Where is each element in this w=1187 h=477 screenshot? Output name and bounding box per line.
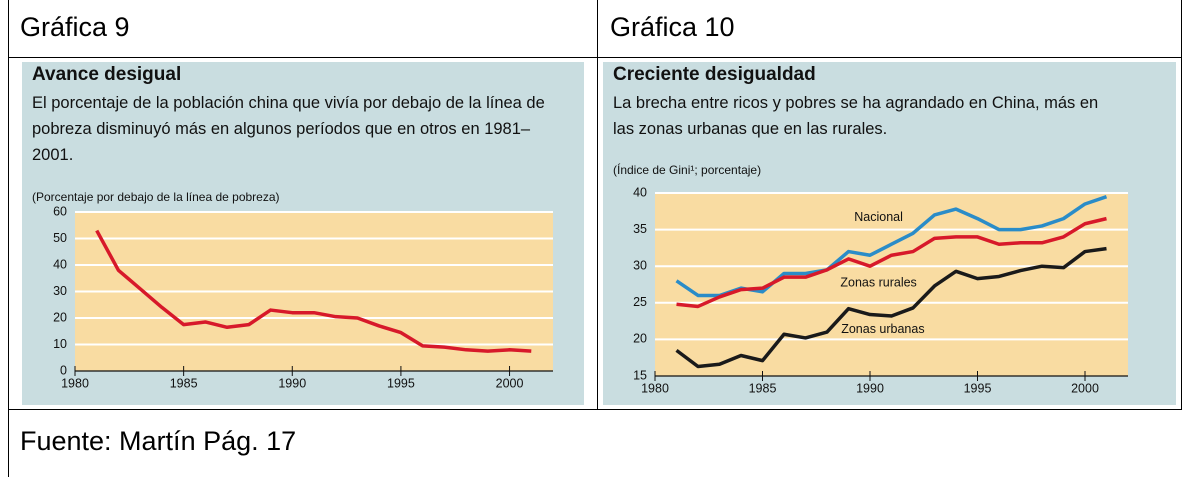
footer-cell: Fuente: Martín Pág. 17 [20,426,297,456]
border [597,0,598,410]
y-tick-label: 15 [633,368,647,382]
series-label: Nacional [854,210,903,224]
series-line [676,216,1107,309]
y-axis-label: (Índice de Gini¹; porcentaje) [613,163,762,177]
y-tick-label: 30 [633,258,647,272]
border [8,57,1182,58]
border [8,409,1182,410]
y-tick-label: 50 [53,231,67,245]
x-tick-label: 1995 [964,381,992,395]
x-tick-label: 1985 [170,376,198,390]
chart-title: Creciente desigualdad [613,64,816,85]
border [8,0,9,477]
plot: 0 10 20 30 40 50 60 1980 1985 1990 1995 2000 [53,204,553,390]
chart-subtitle: El porcentaje de la población china que … [32,94,545,164]
y-axis-label: (Porcentaje por debajo de la línea de po… [32,190,280,204]
y-tick-label: 30 [53,284,67,298]
x-tick-label: 1995 [387,376,415,390]
y-tick-label: 25 [633,295,647,309]
chart-title: Avance desigual [32,64,182,85]
y-tick-label: 40 [633,185,647,199]
x-tick-label: 1990 [278,376,306,390]
x-tick-label: 1985 [749,381,777,395]
y-tick-label: 20 [53,310,67,324]
y-tick-label: 10 [53,337,67,351]
y-tick-label: 60 [53,204,67,218]
plot: 15 20 25 30 35 40 1980 1985 1990 1995 2000 Nacional… [633,185,1128,395]
x-tick-label: 2000 [496,376,524,390]
x-tick-label: 2000 [1071,381,1099,395]
series-label: Zonas urbanas [841,322,924,336]
chart-panel: Creciente desigualdad La brecha entre ri… [603,62,1176,405]
x-tick-label: 1980 [61,376,89,390]
x-tick-label: 1990 [856,381,884,395]
header-cell: Gráfica 10 [610,12,735,42]
series-line [95,229,532,353]
chart-panel: Avance desigual El porcentaje de la pobl… [22,62,584,405]
y-tick-label: 40 [53,257,67,271]
y-tick-label: 20 [633,332,647,346]
border [1181,0,1182,410]
header-cell: Gráfica 9 [20,12,130,42]
y-tick-label: 0 [60,363,67,377]
series-line [675,246,1107,369]
series-label: Zonas rurales [840,275,916,289]
y-tick-label: 35 [633,222,647,236]
x-tick-label: 1980 [641,381,669,395]
chart-subtitle: La brecha entre ricos y pobres se ha agr… [613,94,1099,138]
